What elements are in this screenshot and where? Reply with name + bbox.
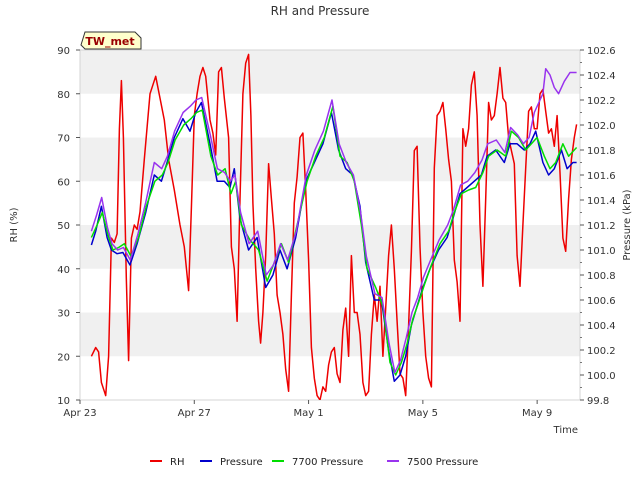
x-tick-label: May 9 [522,408,552,419]
x-tick-label: May 1 [293,408,323,419]
left-tick-label: 50 [57,221,70,232]
x-axis: Apr 23 Apr 27 May 1 May 5 May 9 [63,400,552,419]
grid-bands [80,50,580,357]
right-tick-label: 100.8 [587,271,616,282]
x-tick-label: May 5 [408,408,438,419]
right-tick-label: 100.0 [587,371,616,382]
x-tick-label: Apr 23 [63,408,96,419]
legend: RH Pressure 7700 Pressure 7500 Pressure [150,457,478,468]
right-tick-label: 100.6 [587,296,616,307]
left-tick-label: 10 [57,396,70,407]
badge-label: TW_met [85,35,134,48]
legend-label: Pressure [220,457,263,468]
right-tick-label: 101.6 [587,171,616,182]
right-tick-label: 101.8 [587,146,616,157]
legend-label: 7700 Pressure [292,457,363,468]
left-tick-label: 40 [57,265,70,276]
left-tick-label: 30 [57,309,70,320]
badge-box [80,31,142,50]
chart-title: RH and Pressure [271,4,370,18]
left-tick-label: 60 [57,177,70,188]
legend-label: 7500 Pressure [407,457,478,468]
right-tick-label: 101.2 [587,221,616,232]
right-tick-label: 102.2 [587,96,616,107]
x-axis-title: Time [553,425,578,436]
right-tick-label: 102.4 [587,71,616,82]
left-tick-label: 90 [57,46,70,57]
left-axis: 10 20 30 40 50 60 70 80 90 [57,46,80,407]
right-tick-label: 100.4 [587,321,616,332]
legend-label: RH [170,457,184,468]
x-tick-label: Apr 27 [178,408,211,419]
series-lines [90,53,578,400]
y-axis-left-title: RH (%) [9,207,20,242]
right-tick-label: 101.4 [587,196,616,207]
right-tick-label: 99.8 [587,396,609,407]
y-axis-right-title: Pressure (kPa) [622,189,633,260]
left-tick-label: 70 [57,134,70,145]
grid-band [80,225,580,269]
right-tick-label: 101.0 [587,246,616,257]
series-line-rh [90,53,578,400]
right-tick-label: 102.6 [587,46,616,57]
right-tick-label: 102.0 [587,121,616,132]
station-badge: TW_met [80,31,142,50]
grid-band [80,50,580,94]
right-tick-label: 100.2 [587,346,616,357]
left-tick-label: 80 [57,90,70,101]
series-line-7700-pressure [90,105,578,376]
left-tick-label: 20 [57,352,70,363]
right-axis: 99.8 100.0 100.2 100.4 100.6 100.8 101.0 101.2 1… [580,46,616,407]
grid-band [80,312,580,357]
series-line-7500-pressure [90,67,577,374]
